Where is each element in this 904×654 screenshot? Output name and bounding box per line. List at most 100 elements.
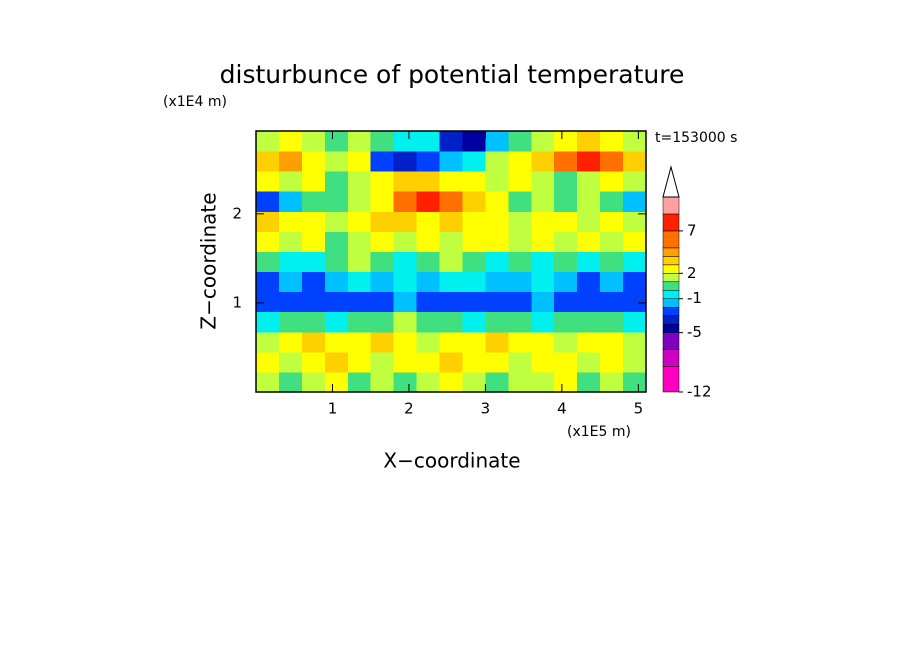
field-cell	[301, 351, 326, 373]
field-cell	[623, 251, 647, 273]
field-cell	[554, 131, 578, 152]
field-cell	[623, 351, 647, 373]
field-cell	[416, 151, 441, 172]
x-tick-label: 1	[328, 400, 338, 418]
field-cell	[416, 371, 441, 393]
field-cell	[577, 371, 601, 393]
field-cell	[623, 191, 647, 212]
field-cell	[347, 251, 372, 273]
field-cell	[278, 311, 303, 333]
field-cell	[393, 231, 418, 252]
field-cell	[600, 291, 624, 313]
field-cell	[370, 331, 395, 353]
field-cell	[370, 371, 395, 393]
field-cell	[600, 331, 624, 353]
field-cell	[256, 231, 280, 252]
field-cell	[301, 331, 326, 353]
field-cell	[531, 331, 555, 353]
colorbar-tick-label: 2	[687, 264, 697, 282]
field-cell	[301, 371, 326, 393]
field-cell	[623, 211, 647, 232]
field-cell	[508, 351, 532, 373]
y-tick-label: 2	[232, 204, 242, 222]
field-cell	[462, 191, 486, 212]
field-cell	[347, 291, 372, 313]
field-cell	[600, 311, 624, 333]
field-cell	[531, 151, 555, 172]
field-cell	[600, 151, 624, 172]
field-cell	[393, 211, 418, 232]
field-cell	[531, 131, 555, 152]
field-cell	[508, 231, 532, 252]
field-cell	[600, 231, 624, 252]
field-cell	[416, 331, 441, 353]
field-cell	[416, 271, 441, 293]
field-cell	[623, 271, 647, 293]
field-cell	[554, 371, 578, 393]
field-cell	[278, 271, 303, 293]
field-cell	[393, 291, 418, 313]
field-cell	[370, 171, 395, 192]
field-cell	[531, 291, 555, 313]
field-cell	[485, 351, 509, 373]
field-cell	[462, 311, 486, 333]
field-cell	[485, 371, 509, 393]
field-cell	[462, 231, 486, 252]
field-cell	[623, 371, 647, 393]
field-cell	[256, 151, 280, 172]
field-cell	[324, 291, 349, 313]
colorbar-box	[662, 349, 680, 367]
field-cell	[416, 211, 441, 232]
colorbar-extend	[662, 165, 680, 198]
field-cell	[554, 291, 578, 313]
field-cell	[439, 231, 463, 252]
x-unit: (x1E5 m)	[567, 424, 631, 440]
field-cell	[485, 191, 509, 212]
field-cell	[278, 371, 303, 393]
field-cell	[370, 311, 395, 333]
field-cell	[508, 271, 532, 293]
x-axis-label: X−coordinate	[383, 449, 520, 473]
colorbar-box	[662, 298, 680, 308]
colorbar-box	[662, 332, 680, 350]
colorbar-tick-label: -12	[687, 383, 712, 401]
field-cell	[278, 191, 303, 212]
field-cell	[393, 171, 418, 192]
chart-title: disturbunce of potential temperature	[220, 60, 685, 89]
field-cell	[393, 311, 418, 333]
colorbar-box	[662, 366, 680, 393]
field-cell	[324, 131, 349, 152]
field-cell	[347, 231, 372, 252]
field-cell	[347, 311, 372, 333]
field-cell	[439, 351, 463, 373]
field-cell	[347, 171, 372, 192]
field-cell	[278, 291, 303, 313]
colorbar-box	[662, 264, 680, 274]
field-cell	[393, 371, 418, 393]
field-cell	[416, 131, 441, 152]
field-cell	[623, 151, 647, 172]
field-cell	[439, 271, 463, 293]
field-cell	[278, 331, 303, 353]
colorbar-box	[662, 256, 680, 266]
y-unit: (x1E4 m)	[163, 94, 227, 110]
field-cell	[485, 271, 509, 293]
field-cell	[416, 191, 441, 212]
field-cell	[462, 331, 486, 353]
field-cell	[324, 311, 349, 333]
colorbar-tick-label: -1	[687, 289, 702, 307]
field-cell	[278, 171, 303, 192]
field-cell	[623, 291, 647, 313]
colorbar-tick-label: -5	[687, 323, 702, 341]
field-cell	[256, 191, 280, 212]
colorbar-box	[662, 323, 680, 333]
field-cell	[278, 211, 303, 232]
field-cell	[623, 131, 647, 152]
field-cell	[508, 331, 532, 353]
field-cell	[554, 151, 578, 172]
field-cell	[256, 331, 280, 353]
field-cell	[531, 231, 555, 252]
field-cell	[301, 311, 326, 333]
field-cell	[301, 251, 326, 273]
